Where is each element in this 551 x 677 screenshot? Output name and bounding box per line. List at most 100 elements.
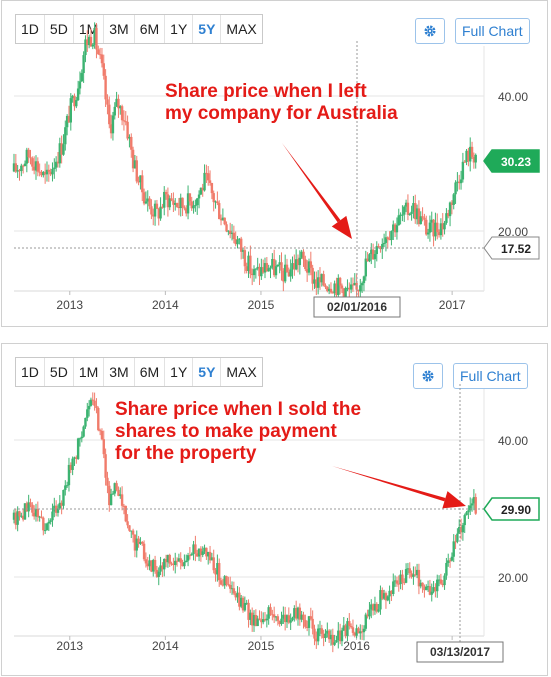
- candle-body: [232, 232, 236, 240]
- candle-body: [362, 276, 366, 284]
- candle-body: [170, 198, 173, 201]
- candle-body: [205, 547, 208, 557]
- candle-body: [16, 170, 19, 172]
- candle-body: [175, 203, 179, 207]
- candle-body: [338, 277, 342, 286]
- candle-body: [294, 259, 298, 270]
- candle-body: [267, 268, 270, 272]
- candle-body: [227, 230, 230, 232]
- annotation-text: Share price when I left my company for A…: [165, 81, 398, 124]
- candle-body: [126, 121, 129, 139]
- candle-body: [119, 106, 122, 109]
- range-button-1y[interactable]: 1Y: [165, 15, 194, 43]
- candle-body: [364, 258, 367, 277]
- range-button-1d[interactable]: 1D: [16, 358, 45, 386]
- candle-body: [43, 530, 47, 532]
- candle-body: [353, 632, 356, 636]
- candle-body: [382, 242, 386, 244]
- candle-body: [124, 121, 127, 123]
- candle-body: [183, 561, 186, 567]
- range-button-max[interactable]: MAX: [226, 364, 257, 380]
- candle-body: [465, 150, 468, 163]
- range-button-5y[interactable]: 5Y: [193, 15, 222, 43]
- crosshair-date-box: [416, 641, 504, 663]
- candle-body: [97, 408, 100, 431]
- candle-body: [236, 239, 239, 245]
- candle-body: [348, 287, 351, 290]
- candle-body: [175, 560, 179, 562]
- candle-body: [304, 619, 307, 627]
- range-button-1y[interactable]: 1Y: [165, 358, 194, 386]
- candle-body: [199, 187, 203, 195]
- range-button-1m[interactable]: 1M: [74, 15, 105, 43]
- candle-body: [379, 247, 382, 250]
- candle-body: [390, 231, 393, 240]
- candle-body: [260, 267, 263, 277]
- candle-body: [164, 191, 168, 195]
- candle-body: [472, 497, 476, 504]
- candle-body: [47, 169, 51, 172]
- candle-body: [421, 582, 424, 587]
- candle-body: [58, 143, 62, 164]
- candle-body: [232, 588, 236, 594]
- full-chart-button[interactable]: Full Chart: [455, 18, 530, 44]
- full-chart-button[interactable]: Full Chart: [453, 363, 528, 389]
- candle-body: [51, 511, 54, 521]
- candle-body: [120, 494, 124, 506]
- candle-body: [148, 198, 151, 207]
- candle-body: [161, 206, 164, 208]
- settings-button[interactable]: [413, 363, 443, 389]
- candle-body: [302, 251, 305, 260]
- candle-body: [214, 201, 217, 203]
- range-button-5d[interactable]: 5D: [45, 358, 74, 386]
- candle-body: [280, 618, 283, 625]
- candle-body: [20, 165, 23, 172]
- candle-body: [340, 285, 344, 289]
- range-button-1d[interactable]: 1D: [16, 15, 45, 43]
- candle-body: [430, 219, 433, 223]
- annotation-arrow-head: [442, 491, 466, 509]
- range-button-6m[interactable]: 6M: [135, 15, 166, 43]
- range-button-max[interactable]: MAX: [226, 21, 257, 37]
- range-button-5y[interactable]: 5Y: [193, 358, 222, 386]
- candle-body: [139, 175, 142, 183]
- candle-body: [439, 223, 443, 236]
- range-button-1m[interactable]: 1M: [74, 358, 105, 386]
- settings-button[interactable]: [415, 18, 445, 44]
- candle-body: [421, 216, 424, 218]
- candle-body: [146, 563, 149, 567]
- candle-body: [390, 590, 393, 594]
- candle-body: [58, 502, 62, 509]
- candle-body: [349, 626, 353, 628]
- range-button-6m[interactable]: 6M: [135, 358, 166, 386]
- candle-body: [397, 583, 400, 585]
- candle-body: [108, 104, 111, 125]
- candle-body: [62, 144, 65, 155]
- candle-body: [450, 202, 454, 205]
- candle-body: [111, 115, 115, 134]
- candle-body: [225, 576, 228, 585]
- candle-body: [276, 616, 280, 621]
- candle-body: [172, 563, 175, 566]
- range-button-3m[interactable]: 3M: [104, 15, 135, 43]
- candle-body: [375, 603, 378, 612]
- current-price-label: 29.90: [501, 503, 531, 517]
- candle-body: [108, 485, 111, 506]
- candle-body: [373, 603, 377, 611]
- candle-body: [197, 194, 201, 199]
- reference-price-tag: [483, 236, 540, 260]
- candle-body: [87, 36, 91, 46]
- candle-body: [342, 625, 345, 631]
- candle-body: [128, 136, 131, 139]
- candle-body: [282, 614, 285, 619]
- range-button-5d[interactable]: 5D: [45, 15, 74, 43]
- x-tick-label: 2015: [248, 639, 275, 653]
- candle-body: [410, 211, 413, 214]
- candle-body: [40, 172, 43, 176]
- candle-body: [139, 541, 142, 544]
- candle-body: [104, 454, 107, 478]
- candle-body: [29, 502, 32, 505]
- range-button-3m[interactable]: 3M: [104, 358, 135, 386]
- candle-body: [227, 584, 230, 586]
- candle-body: [196, 553, 199, 557]
